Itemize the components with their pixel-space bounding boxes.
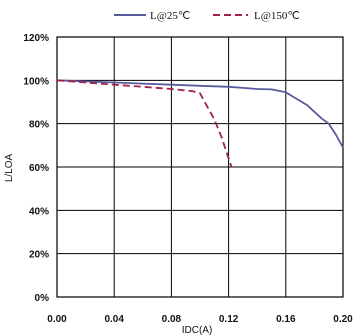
x-tick-label: 0.00 bbox=[47, 314, 67, 325]
legend: L@25℃ L@150℃ bbox=[114, 10, 300, 22]
y-tick-label: 80% bbox=[29, 120, 49, 131]
x-axis-title: IDC(A) bbox=[182, 325, 213, 335]
x-tick-labels: 0.00 0.04 0.08 0.12 0.16 0.20 bbox=[47, 314, 353, 325]
y-tick-label: 60% bbox=[29, 163, 49, 174]
y-tick-label: 0% bbox=[35, 293, 50, 304]
series-layer bbox=[56, 79, 344, 168]
x-tick-label: 0.16 bbox=[276, 314, 296, 325]
legend-label-1: L@25℃ bbox=[150, 10, 190, 22]
x-tick-label: 0.08 bbox=[162, 314, 182, 325]
x-tick-label: 0.12 bbox=[219, 314, 239, 325]
y-tick-label: 120% bbox=[23, 33, 49, 44]
y-tick-label: 100% bbox=[23, 76, 49, 87]
x-tick-label: 0.04 bbox=[104, 314, 124, 325]
y-tick-label: 40% bbox=[29, 206, 49, 217]
legend-label-2: L@150℃ bbox=[254, 10, 300, 22]
y-axis-title: L/LOA bbox=[4, 154, 15, 183]
grid bbox=[56, 36, 344, 298]
x-tick-label: 0.20 bbox=[333, 314, 353, 325]
series-line-1 bbox=[56, 79, 344, 148]
y-tick-label: 20% bbox=[29, 250, 49, 261]
plot-frame bbox=[56, 36, 344, 298]
y-tick-labels: 0% 20% 40% 60% 80% 100% 120% bbox=[23, 33, 49, 304]
